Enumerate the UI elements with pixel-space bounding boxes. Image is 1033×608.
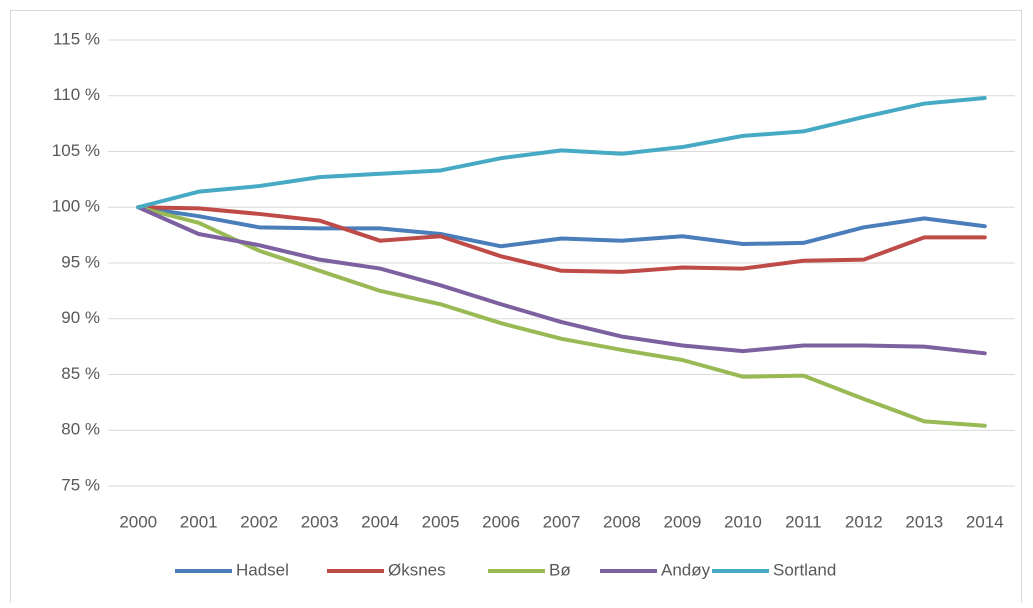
y-tick-label: 80 % <box>61 420 100 439</box>
x-tick-label: 2007 <box>543 512 581 531</box>
x-tick-label: 2009 <box>664 512 702 531</box>
x-tick-label: 2006 <box>482 512 520 531</box>
y-tick-label: 90 % <box>61 308 100 327</box>
x-tick-label: 2010 <box>724 512 762 531</box>
x-tick-label: 2005 <box>422 512 460 531</box>
series-line <box>136 95 987 210</box>
y-tick-label: 115 % <box>53 29 100 48</box>
x-tick-label: 2008 <box>603 512 641 531</box>
x-tick-label: 2011 <box>785 512 822 531</box>
y-tick-label: 75 % <box>61 475 100 494</box>
legend-label: Bø <box>549 560 571 579</box>
y-tick-label: 85 % <box>61 364 100 383</box>
series-line <box>136 205 987 428</box>
x-tick-label: 2003 <box>301 512 339 531</box>
y-tick-label: 95 % <box>61 252 100 271</box>
series-line <box>136 205 987 249</box>
x-tick-label: 2000 <box>119 512 157 531</box>
legend-label: Hadsel <box>236 560 289 579</box>
series-line <box>136 205 987 274</box>
x-tick-label: 2012 <box>845 512 883 531</box>
x-tick-label: 2002 <box>240 512 278 531</box>
x-tick-label: 2013 <box>905 512 943 531</box>
legend-label: Øksnes <box>388 560 446 579</box>
y-tick-label: 100 % <box>52 197 100 216</box>
y-tick-label: 110 % <box>53 85 100 104</box>
series-line <box>136 205 987 356</box>
chart-border <box>10 10 1022 608</box>
legend-label: Andøy <box>661 560 711 579</box>
x-tick-label: 2004 <box>361 512 399 531</box>
legend-label: Sortland <box>773 560 836 579</box>
x-tick-label: 2014 <box>966 512 1004 531</box>
y-tick-label: 105 % <box>52 141 100 160</box>
x-tick-label: 2001 <box>180 512 218 531</box>
